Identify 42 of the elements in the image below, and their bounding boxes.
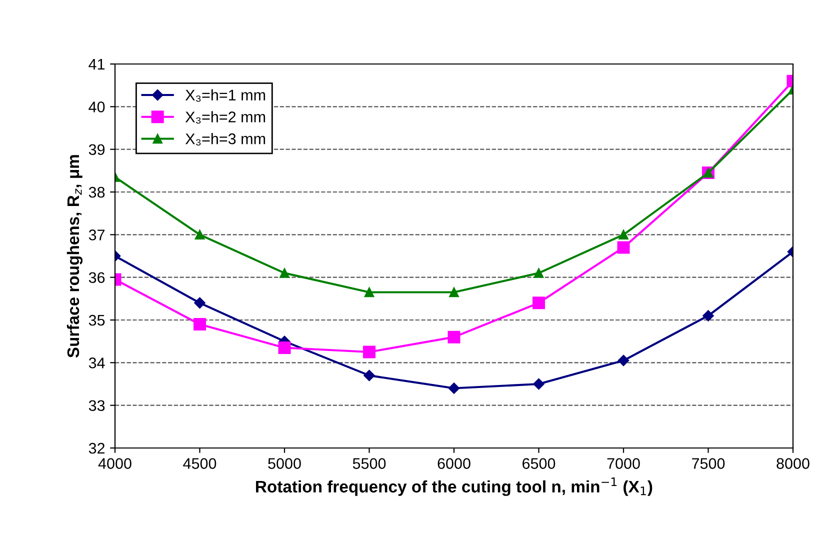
x-axis-title: Rotation frequency of the cuting tool n, min$^{−1}$ (X$_{1}$)	[256, 478, 652, 496]
point	[533, 378, 544, 390]
point	[364, 370, 375, 382]
point	[363, 346, 376, 358]
point	[194, 318, 206, 331]
y-tick-label: 32	[88, 442, 105, 454]
point	[194, 230, 205, 240]
point	[449, 287, 459, 298]
x-tick-label: 6500	[522, 458, 556, 469]
y-tick-label: 33	[88, 400, 105, 412]
point	[448, 382, 460, 394]
x-tick-label: 5000	[268, 458, 301, 469]
x-tick-label: 5500	[352, 458, 386, 469]
x-tick-label: 7000	[607, 458, 640, 469]
x-tick-label: 7500	[692, 458, 725, 469]
x-tick-label: 4000	[98, 458, 132, 469]
y-tick-label: 34	[88, 358, 105, 368]
point	[617, 241, 630, 254]
point	[364, 287, 374, 298]
x-tick-label: 8000	[776, 458, 810, 469]
point	[618, 230, 628, 240]
legend-label: X₃=h=3 mm	[185, 133, 266, 146]
legend-label: X₃=h=1 mm	[185, 89, 266, 102]
y-tick-label: 38	[88, 186, 105, 198]
y-tick-label: 36	[88, 272, 105, 284]
x-tick-label: 4500	[183, 458, 216, 469]
point	[618, 354, 630, 366]
y-axis-title: Surface roughens, R$_{z}$, μm	[66, 155, 83, 358]
y-tick-label: 35	[88, 314, 105, 326]
point	[702, 310, 714, 322]
point	[280, 268, 290, 278]
point	[534, 268, 544, 278]
point	[194, 297, 206, 309]
y-tick-label: 40	[88, 102, 105, 112]
x-tick-label: 6000	[438, 458, 470, 469]
y-tick-label: 39	[88, 144, 105, 156]
point	[278, 341, 291, 354]
y-tick-label: 37	[88, 230, 105, 240]
y-tick-label: 41	[88, 59, 105, 70]
point	[448, 330, 460, 344]
legend-label: X₃=h=2 mm	[185, 111, 266, 124]
point	[532, 296, 545, 310]
